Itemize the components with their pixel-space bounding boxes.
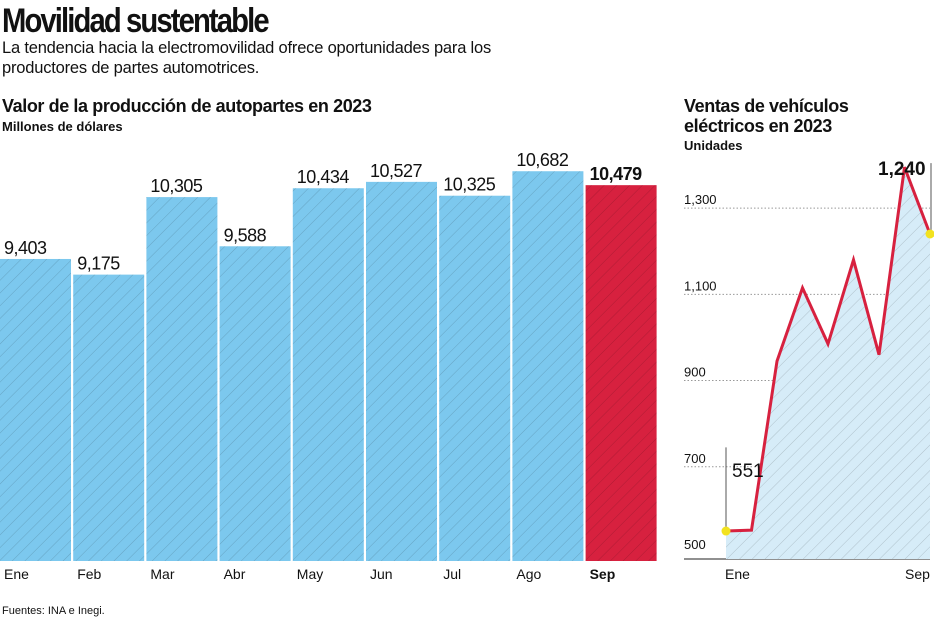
- y-tick-label: 1,100: [684, 278, 717, 293]
- annotation-label: 551: [732, 461, 764, 482]
- y-tick-label: 1,300: [684, 192, 717, 207]
- y-tick-label: 900: [684, 365, 706, 380]
- y-tick-label: 500: [684, 537, 706, 552]
- y-tick-label: 700: [684, 451, 706, 466]
- bar-category-label: Abr: [224, 566, 246, 582]
- bar-hatch: [0, 258, 71, 561]
- bar-hatch: [219, 246, 291, 561]
- point-marker: [925, 229, 934, 239]
- bar-value-label: 9,588: [224, 225, 267, 245]
- bar-category-label: Ago: [516, 566, 541, 582]
- series-line: [725, 166, 932, 533]
- x-tick-label: Sep: [905, 566, 930, 582]
- bar-hatch: [366, 181, 437, 561]
- bar-category-label: May: [297, 566, 323, 582]
- bar-hatch: [146, 197, 218, 561]
- bar-category-label: Sep: [590, 566, 616, 582]
- bar-value-label: 10,527: [370, 161, 423, 181]
- bar-hatch: [439, 195, 511, 561]
- bar-hatch: [512, 171, 584, 561]
- bar-value-label: 9,175: [77, 254, 120, 274]
- line-chart-title: Ventas de vehículos eléctricos en 2023: [684, 96, 849, 136]
- bar-value-label: 10,682: [516, 150, 569, 170]
- x-tick-label: Ene: [725, 566, 750, 582]
- line-chart-unit: Unidades: [684, 138, 743, 153]
- bar-chart-title: Valor de la producción de autopartes en …: [2, 96, 372, 116]
- bar-value-label: 10,479: [590, 164, 643, 184]
- bar-category-label: Jul: [443, 566, 461, 582]
- bar-category-label: Feb: [77, 566, 101, 582]
- bar-value-label: 10,305: [150, 176, 203, 196]
- page-subtitle: La tendencia hacia la electromovilidad o…: [2, 39, 492, 77]
- bar-value-label: 9,403: [4, 238, 47, 258]
- bar-chart: 9,403 Ene 9,175 Feb 10,305 Mar 9,588 Abr 10,434 M…: [0, 150, 657, 582]
- bar-category-label: Jun: [370, 566, 393, 582]
- bar-category-label: Mar: [150, 566, 174, 582]
- line-chart: 500 700 900 1,100 1,300 551 1,240 Ene Sep: [684, 159, 934, 582]
- bar-category-label: Ene: [4, 566, 29, 582]
- bar-value-label: 10,434: [297, 167, 350, 187]
- bar-hatch: [73, 274, 145, 561]
- bar-chart-unit: Millones de dólares: [2, 119, 123, 134]
- source-note: Fuentes: INA e Inegi.: [2, 605, 105, 617]
- point-marker: [721, 526, 731, 536]
- area-hatch: [726, 167, 930, 559]
- annotation-label: 1,240: [878, 159, 926, 180]
- bar-value-label: 10,325: [443, 175, 496, 195]
- page-title: Movilidad sustentable: [2, 2, 270, 40]
- bar-hatch: [585, 185, 657, 561]
- bar-hatch: [292, 188, 364, 561]
